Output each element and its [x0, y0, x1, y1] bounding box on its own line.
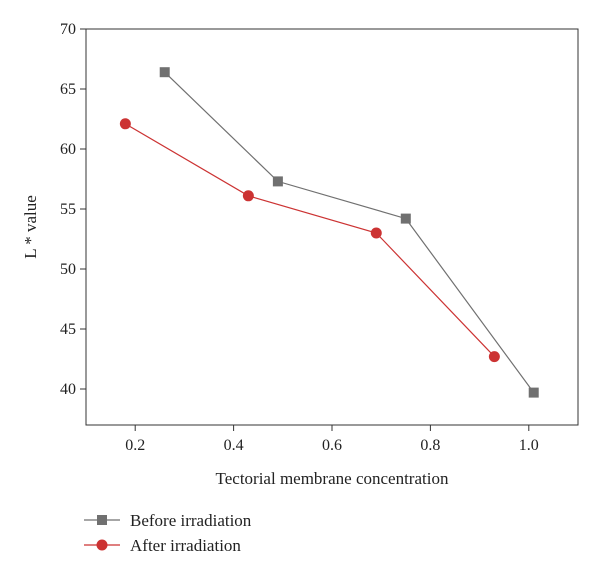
data-point: [400, 213, 411, 224]
x-tick-label: 0.8: [420, 437, 440, 454]
x-tick-label: 0.6: [322, 437, 342, 454]
y-tick-label: 50: [60, 261, 76, 278]
x-axis: 0.2 0.4 0.6 0.8 1.0: [125, 425, 539, 454]
series-layer: [119, 67, 539, 398]
data-point: [488, 351, 500, 363]
y-tick-label: 40: [60, 381, 76, 398]
data-point: [159, 67, 170, 78]
legend-label: Before irradiation: [130, 511, 252, 530]
series-line: [164, 71, 535, 393]
data-point: [370, 227, 382, 239]
data-point: [119, 118, 131, 130]
series-before-irradiation: [159, 67, 539, 398]
plot-frame: [85, 28, 579, 426]
y-axis: 40 45 50 55 60 65 70: [60, 21, 86, 398]
legend-label: After irradiation: [130, 536, 241, 555]
y-tick-label: 45: [60, 321, 76, 338]
x-axis-title: Tectorial membrane concentration: [216, 469, 449, 488]
series-line: [125, 123, 495, 358]
data-point: [242, 190, 254, 202]
y-tick-label: 65: [60, 81, 76, 98]
data-point: [528, 387, 539, 398]
y-tick-label: 70: [60, 21, 76, 38]
legend-marker: [96, 539, 108, 551]
data-point: [272, 176, 283, 187]
y-tick-label: 55: [60, 201, 76, 218]
x-tick-label: 0.4: [224, 437, 244, 454]
x-tick-label: 1.0: [519, 437, 539, 454]
y-tick-label: 60: [60, 141, 76, 158]
legend-item: Before irradiation: [84, 511, 252, 530]
legend: Before irradiation After irradiation: [84, 511, 252, 555]
legend-item: After irradiation: [84, 536, 241, 555]
x-tick-label: 0.2: [125, 437, 145, 454]
legend-marker: [97, 515, 107, 525]
y-axis-title: L * value: [21, 195, 40, 259]
series-after-irradiation: [119, 118, 500, 363]
